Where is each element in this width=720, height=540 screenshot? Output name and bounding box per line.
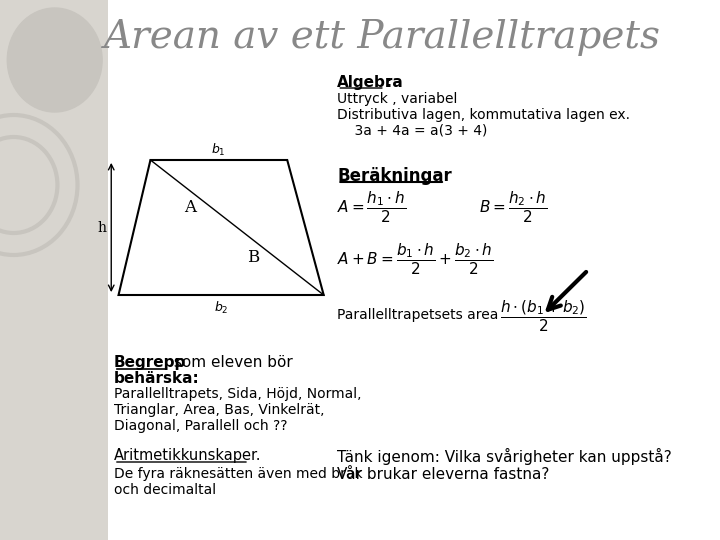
Text: Distributiva lagen, kommutativa lagen ex.: Distributiva lagen, kommutativa lagen ex…	[338, 108, 631, 122]
Text: Algebra: Algebra	[338, 75, 404, 90]
Text: B: B	[248, 249, 260, 267]
Text: Aritmetikkunskaper.: Aritmetikkunskaper.	[114, 448, 261, 463]
Text: Parallelltrapets, Sida, Höjd, Normal,
Trianglar, Area, Bas, Vinkelrät,
Diagonal,: Parallelltrapets, Sida, Höjd, Normal, Tr…	[114, 387, 361, 434]
Text: 3a + 4a = a(3 + 4): 3a + 4a = a(3 + 4)	[338, 124, 487, 138]
Text: h: h	[98, 221, 107, 235]
Text: A: A	[184, 199, 196, 217]
Text: som eleven bör: som eleven bör	[168, 355, 292, 370]
Text: $B = \dfrac{h_2 \cdot h}{2}$: $B = \dfrac{h_2 \cdot h}{2}$	[479, 190, 547, 226]
Text: $A = \dfrac{h_1 \cdot h}{2}$: $A = \dfrac{h_1 \cdot h}{2}$	[338, 190, 407, 226]
Text: De fyra räknesätten även med bråk
och decimaltal: De fyra räknesätten även med bråk och de…	[114, 465, 363, 497]
Text: Uttryck , variabel: Uttryck , variabel	[338, 92, 458, 106]
Text: :: :	[384, 75, 391, 90]
Circle shape	[7, 8, 102, 112]
Text: $b_1$: $b_1$	[212, 142, 226, 158]
FancyBboxPatch shape	[0, 0, 107, 540]
Text: behärska:: behärska:	[114, 371, 199, 386]
Text: Tänk igenom: Vilka svårigheter kan uppstå?
Var brukar eleverna fastna?: Tänk igenom: Vilka svårigheter kan uppst…	[338, 448, 672, 482]
Text: $b_2$: $b_2$	[215, 300, 229, 316]
Text: Parallelltrapetsets area: Parallelltrapetsets area	[338, 308, 499, 322]
Text: $\dfrac{h \cdot (b_1 + b_2)}{2}$: $\dfrac{h \cdot (b_1 + b_2)}{2}$	[500, 298, 587, 334]
Text: Arean av ett Parallelltrapets: Arean av ett Parallelltrapets	[104, 19, 662, 57]
Text: Begrepp: Begrepp	[114, 355, 186, 370]
Text: Beräkningar: Beräkningar	[338, 167, 452, 185]
Text: $A + B = \dfrac{b_1 \cdot h}{2} + \dfrac{b_2 \cdot h}{2}$: $A + B = \dfrac{b_1 \cdot h}{2} + \dfrac…	[338, 242, 494, 278]
